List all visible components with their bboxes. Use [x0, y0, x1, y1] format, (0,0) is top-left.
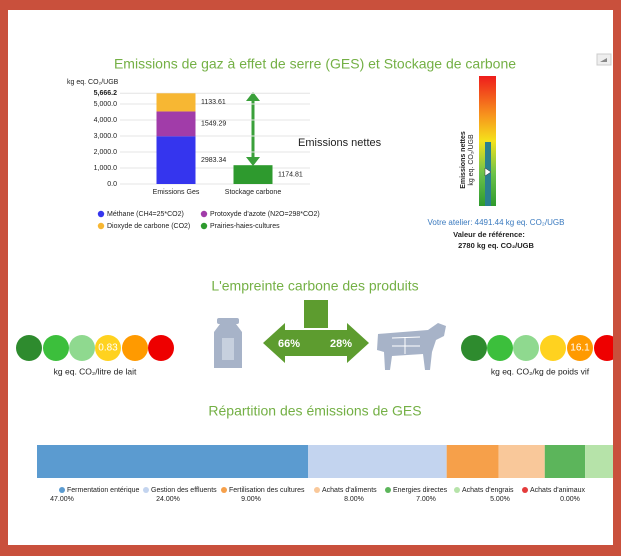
section-title: L'empreinte carbone des produits: [211, 278, 418, 294]
rating-value: 0.83: [98, 343, 118, 354]
value-label: 2983.34: [201, 157, 226, 164]
value-label: 8.00%: [344, 496, 364, 503]
legend-label: Fertilisation des cultures: [229, 487, 305, 494]
legend-marker: [385, 487, 391, 493]
bar-segment: [233, 165, 273, 184]
bar-segment: [308, 445, 447, 478]
value-label: 7.00%: [416, 496, 436, 503]
legend-marker: [221, 487, 227, 493]
gauge-title: Emissions nettes: [460, 131, 467, 189]
x-tick-label: Stockage carbone: [225, 189, 282, 196]
legend-marker: [200, 210, 208, 218]
legend-marker: [59, 487, 65, 493]
legend-marker: [314, 487, 320, 493]
chart-title: Répartition des émissions de GES: [208, 403, 421, 419]
share-arrow: [263, 300, 369, 363]
rating-circle: [513, 335, 539, 361]
menu-button[interactable]: [596, 53, 612, 66]
y-tick-label: 5,666.2: [94, 90, 117, 97]
value-label: 5.00%: [490, 496, 510, 503]
y-tick-label: 5,000.0: [94, 101, 117, 108]
rating-circle: [16, 335, 42, 361]
chart-title: Emissions de gaz à effet de serre (GES) …: [114, 56, 516, 72]
value-label: 24.00%: [156, 496, 180, 503]
rating-circle: [43, 335, 69, 361]
reference-title: Valeur de référence:: [453, 230, 525, 239]
legend-label: Achats d'aliments: [322, 487, 377, 494]
rating-circle: [95, 335, 121, 361]
y-axis-label: kg eq. CO₂/UGB: [67, 79, 119, 86]
gauge-bar: [479, 76, 496, 206]
bar-segment: [544, 445, 586, 478]
bar-segment: [498, 445, 545, 478]
legend-label: Achats d'animaux: [530, 487, 586, 494]
value-label: 1174.81: [278, 171, 303, 178]
y-tick-label: 2,000.0: [94, 149, 117, 156]
bar-segment: [156, 93, 196, 112]
content: Emissions de gaz à effet de serre (GES) …: [16, 53, 613, 503]
value-label: 1133.61: [201, 99, 226, 106]
legend-label: Achats d'engrais: [462, 487, 514, 494]
rating-circle: [461, 335, 487, 361]
meat-unit: kg eq. CO₂/kg de poids vif: [491, 366, 590, 376]
reference-value: 2780 kg eq. CO₂/UGB: [458, 241, 534, 250]
milk-unit: kg eq. CO₂/litre de lait: [54, 366, 137, 376]
legend-marker: [522, 487, 528, 493]
cow: [377, 323, 446, 370]
legend-marker: [454, 487, 460, 493]
rating-circle: [567, 335, 593, 361]
legend-label: Dioxyde de carbone (CO2): [107, 223, 190, 230]
rating-circle: [594, 335, 613, 361]
gauge-unit: kg eq. CO₂/UGB: [468, 134, 475, 186]
legend-label: Protoxyde d'azote (N2O=298*CO2): [210, 211, 320, 218]
y-tick-label: 4,000.0: [94, 117, 117, 124]
legend-label: Energies directes: [393, 487, 448, 494]
legend-marker: [97, 210, 105, 218]
legend-marker: [97, 222, 105, 230]
annotation: Emissions nettes: [298, 137, 382, 149]
rating-value: 16.1: [570, 343, 590, 354]
legend-marker: [200, 222, 208, 230]
x-tick-label: Emissions Ges: [153, 189, 200, 196]
legend-label: Prairies-haies-cultures: [210, 223, 280, 230]
value-label: 47.00%: [50, 496, 74, 503]
y-tick-label: 3,000.0: [94, 133, 117, 140]
legend-label: Fermentation entérique: [67, 487, 139, 494]
rating-circle: [540, 335, 566, 361]
rating-circle: [148, 335, 174, 361]
rating-circle: [122, 335, 148, 361]
legend-label: Méthane (CH4=25*CO2): [107, 211, 184, 218]
gauge-value: Votre atelier: 4491.44 kg eq. CO₂/UGB: [428, 218, 565, 227]
bar-segment: [37, 445, 309, 478]
net-arrow: [246, 92, 260, 166]
milk-share: 66%: [278, 338, 300, 350]
rating-circle: [487, 335, 513, 361]
y-tick-label: 0.0: [107, 181, 117, 188]
gauge-marker: [484, 167, 492, 177]
value-label: 1549.29: [201, 121, 226, 128]
bar-segment: [156, 111, 196, 137]
menu-icon: [600, 58, 607, 62]
legend-marker: [143, 487, 149, 493]
bar-segment: [446, 445, 499, 478]
legend-label: Gestion des effluents: [151, 487, 217, 494]
milk-can: [214, 318, 242, 368]
bar-segment: [156, 136, 196, 184]
value-label: 9.00%: [241, 496, 261, 503]
rating-circle: [69, 335, 95, 361]
value-label: 0.00%: [560, 496, 580, 503]
meat-share: 28%: [330, 338, 352, 350]
y-tick-label: 1,000.0: [94, 165, 117, 172]
bar-segment: [585, 445, 613, 478]
